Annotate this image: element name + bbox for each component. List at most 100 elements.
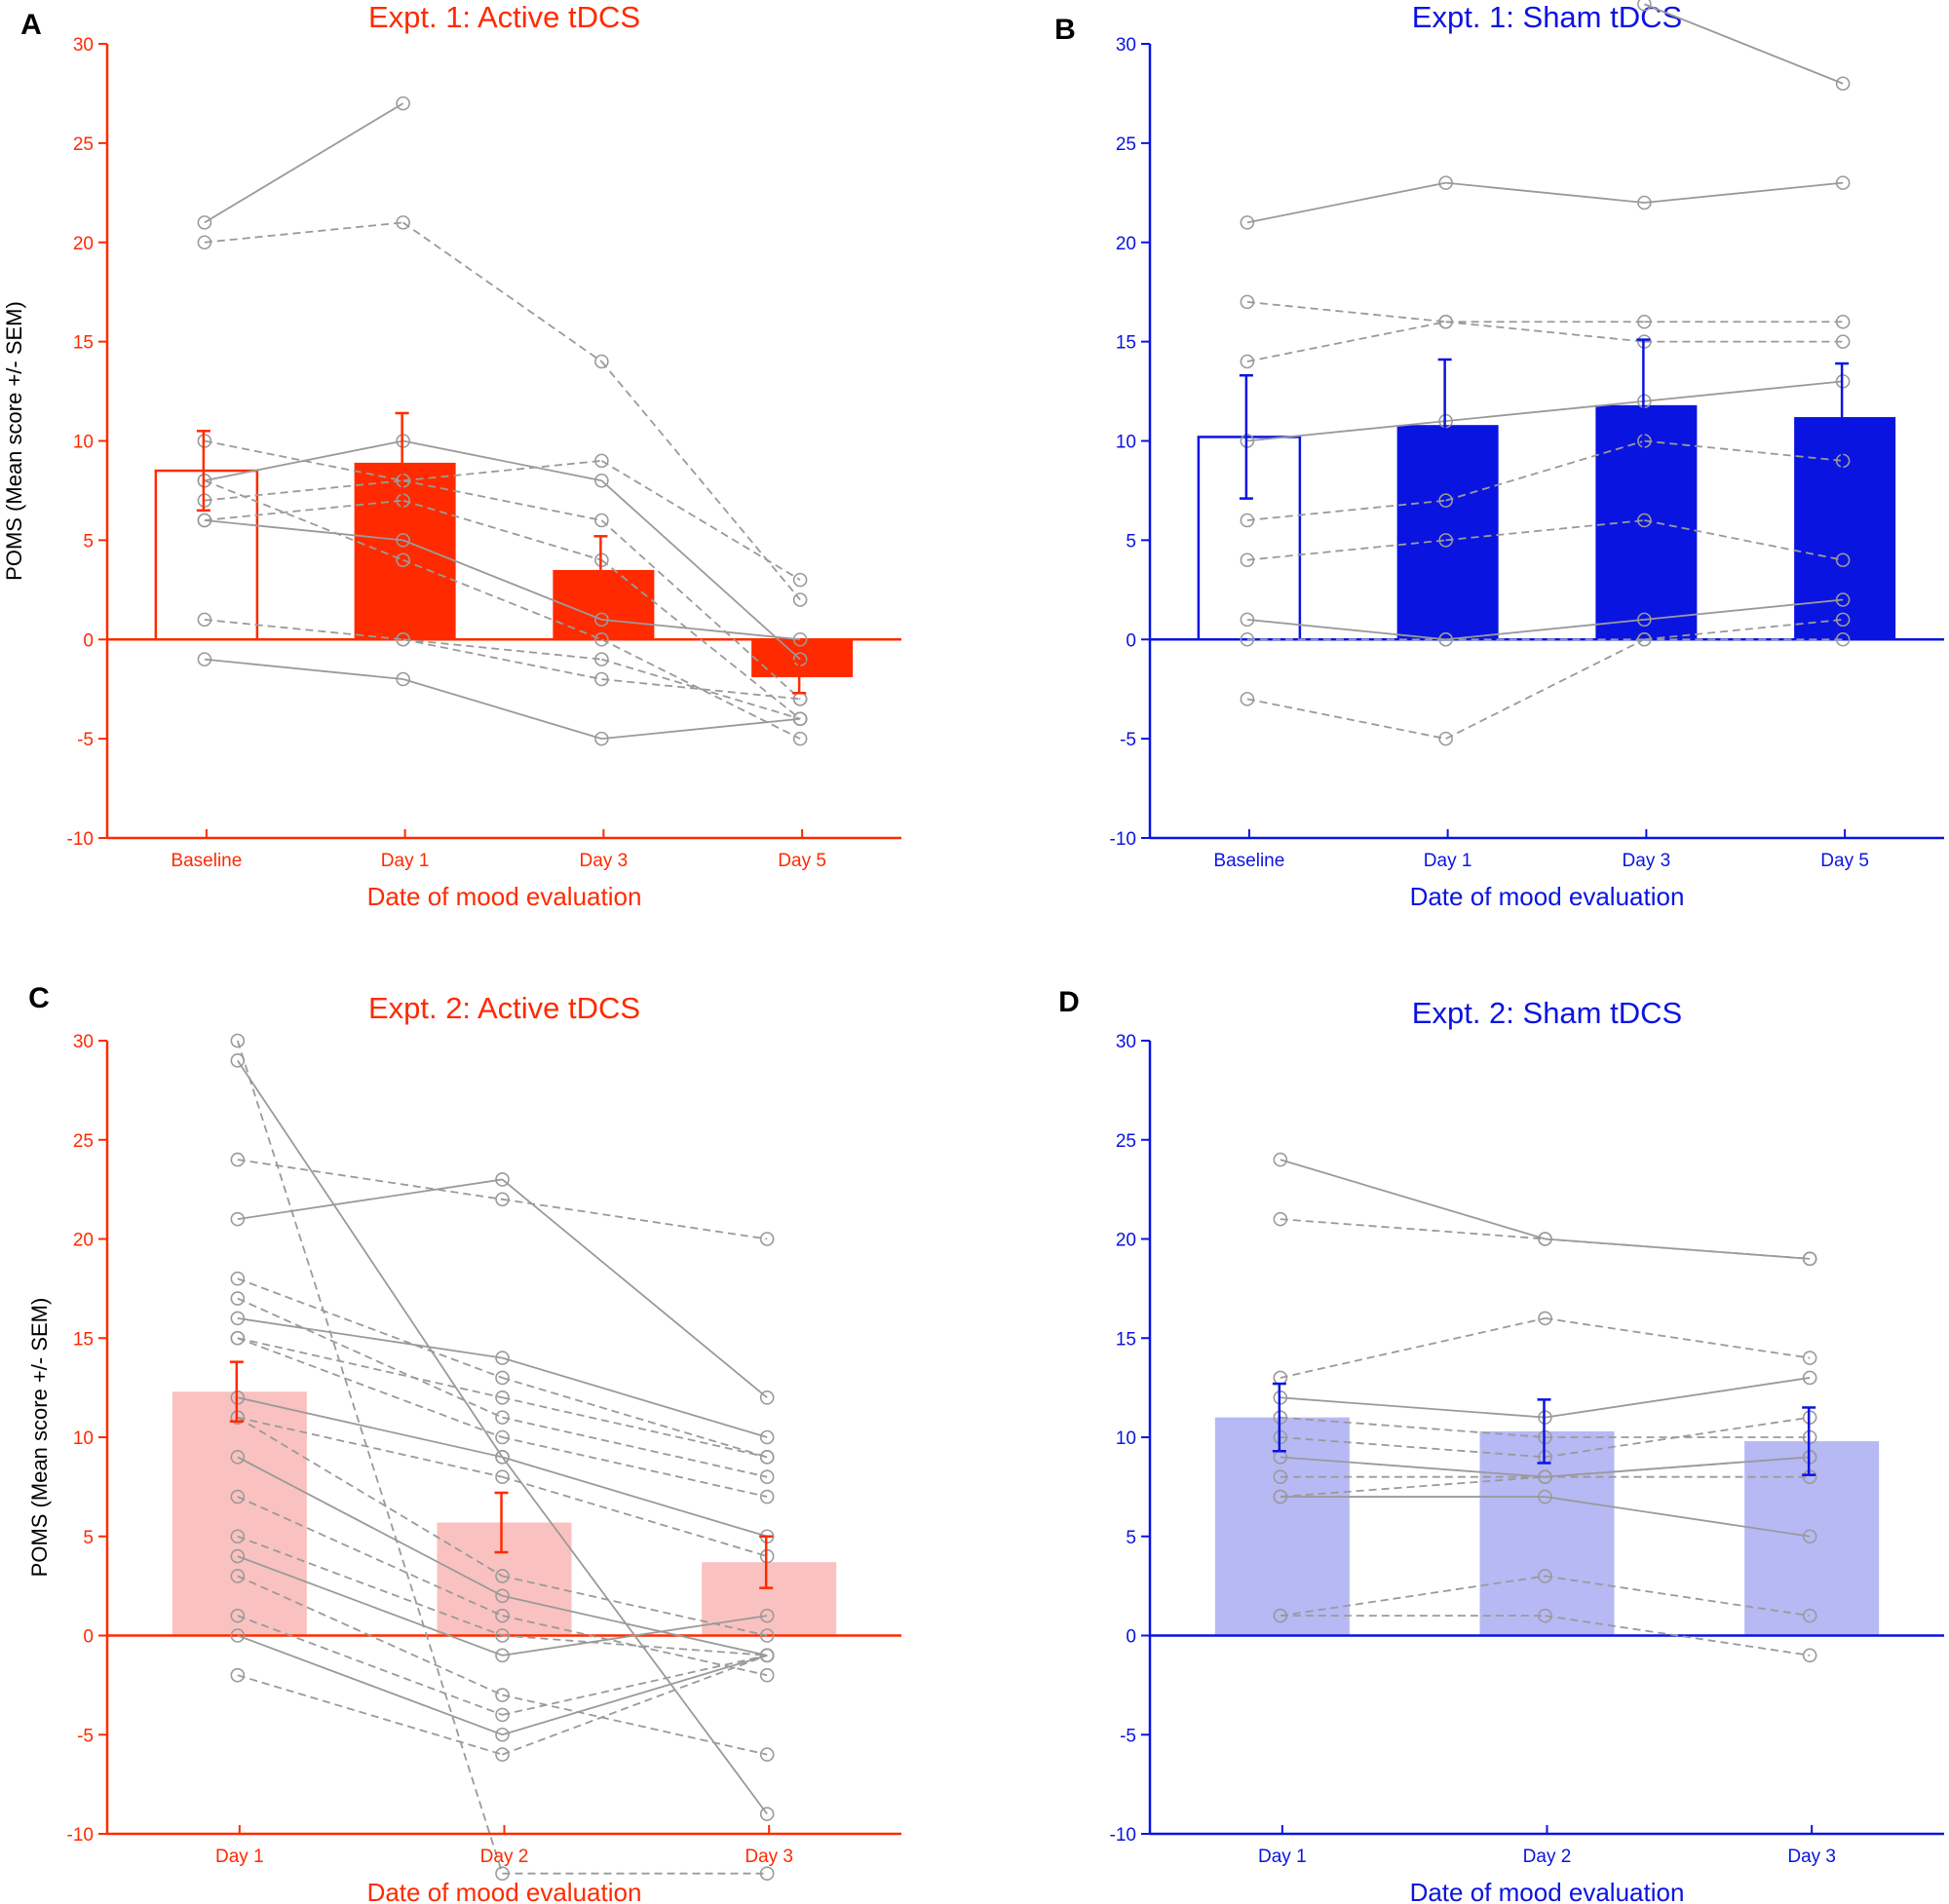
subject-point — [1240, 294, 1255, 310]
subject-point — [759, 1429, 775, 1445]
panel-b: B Expt. 1: Sham tDCS -10 -5 0 5 10 15 20 25 30 Base… — [1054, 0, 1944, 911]
subject-line — [1445, 618, 1645, 641]
subject-point — [495, 1351, 510, 1365]
y-tick-label: -10 — [1110, 1825, 1136, 1846]
subject-line — [204, 439, 403, 482]
subject-point — [396, 552, 410, 568]
subject-line — [237, 1277, 503, 1379]
subject-line — [1445, 638, 1645, 740]
subject-line — [237, 1416, 503, 1478]
subject-point — [1538, 1469, 1552, 1484]
panel-d: D Expt. 2: Sham tDCS -10 -5 0 5 10 15 20 25 30 Day … — [1058, 986, 1944, 1904]
subject-point — [759, 1450, 775, 1465]
panel-title: Expt. 2: Sham tDCS — [1412, 996, 1682, 1030]
subject-point — [759, 1232, 775, 1246]
y-tick-label: -10 — [67, 1825, 94, 1846]
subject-line — [502, 1456, 768, 1538]
subject-line — [1246, 420, 1446, 442]
subject-line — [237, 1059, 504, 1458]
subject-line — [1280, 1159, 1546, 1240]
panel-a: A Expt. 1: Active tDCS POMS (Mean score +/… — [2, 0, 901, 911]
subject-line — [237, 1456, 503, 1597]
subject-point — [396, 533, 410, 548]
panel-title: Expt. 1: Active tDCS — [368, 0, 640, 34]
subject-point — [759, 1667, 775, 1683]
x-tick-label: Baseline — [171, 851, 242, 871]
subject-line — [402, 221, 602, 362]
subject-point — [1240, 631, 1255, 647]
subject-point — [1240, 513, 1255, 528]
subject-line — [601, 717, 801, 741]
y-tick-label: 25 — [73, 134, 94, 155]
subject-point — [1802, 1608, 1817, 1623]
subject-point — [1240, 552, 1255, 568]
subject-line — [1545, 1416, 1811, 1459]
subject-line — [237, 1178, 503, 1221]
subject-line — [1280, 1416, 1546, 1438]
subject-line — [237, 1615, 503, 1716]
subject-line — [1445, 439, 1645, 502]
subject-point — [759, 1608, 775, 1623]
subject-point — [792, 731, 808, 746]
subject-line — [1644, 598, 1844, 621]
subject-line — [1644, 439, 1844, 462]
subject-line — [1644, 519, 1844, 561]
panel-c: C Expt. 2: Active tDCS POMS (Mean score +/… — [27, 982, 901, 1904]
subject-point — [1438, 731, 1453, 746]
subject-point — [1538, 1232, 1552, 1246]
subject-point — [230, 1271, 246, 1286]
subject-line — [1246, 499, 1446, 521]
subject-line — [1280, 1436, 1546, 1459]
bar-day-2 — [1479, 1430, 1615, 1636]
y-tick-label: 15 — [1116, 333, 1136, 354]
subject-point — [1538, 1608, 1552, 1623]
subject-point — [495, 1648, 510, 1663]
subject-line — [502, 1655, 768, 1756]
y-tick-label: -5 — [77, 1726, 94, 1746]
subject-point — [792, 592, 808, 607]
y-tick-label: 25 — [1116, 134, 1136, 155]
subject-point — [197, 215, 212, 230]
subject-line — [204, 479, 403, 561]
subject-point — [1835, 334, 1851, 349]
subject-line — [1545, 1377, 1811, 1419]
y-tick-label: 0 — [83, 630, 94, 651]
subject-line — [204, 439, 403, 482]
subject-point — [1538, 1311, 1552, 1326]
y-tick-label: 10 — [1116, 433, 1136, 453]
bar-baseline — [1197, 436, 1302, 641]
subject-line — [1445, 400, 1645, 423]
subject-point — [495, 1390, 510, 1405]
subject-point — [594, 631, 609, 647]
subject-point — [495, 1469, 510, 1484]
subject-line — [402, 479, 602, 521]
x-tick-label: Day 3 — [745, 1847, 793, 1867]
y-tick-label: 20 — [73, 1231, 94, 1251]
subject-point — [230, 1450, 246, 1465]
y-axis-label: POMS (Mean score +/- SEM) — [27, 1298, 52, 1578]
individual-subjects — [1240, 0, 1851, 746]
y-tick-label: 25 — [1116, 1131, 1136, 1152]
y-tick-label: 0 — [83, 1627, 94, 1648]
subject-point — [495, 1727, 510, 1742]
panel-title: Expt. 1: Sham tDCS — [1412, 0, 1682, 34]
subject-line — [1445, 181, 1645, 204]
subject-point — [1802, 1251, 1817, 1267]
y-tick-label: 5 — [83, 1528, 94, 1548]
subject-point — [495, 1588, 510, 1604]
subject-point — [792, 631, 808, 647]
subject-point — [495, 1450, 510, 1465]
x-tick-label: Day 5 — [778, 851, 826, 871]
subject-point — [495, 1608, 510, 1623]
subject-line — [1280, 1218, 1546, 1240]
subject-point — [1835, 592, 1851, 607]
y-tick-label: 0 — [1126, 1627, 1136, 1648]
subject-point — [1438, 314, 1453, 329]
subject-line — [1644, 380, 1844, 402]
subject-point — [594, 453, 609, 469]
subject-point — [230, 1489, 246, 1504]
subject-line — [502, 1396, 768, 1459]
y-tick-label: 20 — [73, 234, 94, 254]
subject-point — [230, 1211, 246, 1227]
subject-point — [230, 1053, 246, 1068]
